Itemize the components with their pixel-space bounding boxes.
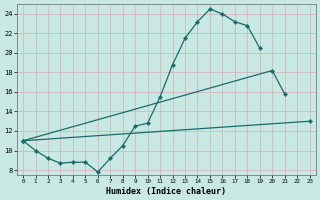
X-axis label: Humidex (Indice chaleur): Humidex (Indice chaleur) xyxy=(106,187,226,196)
